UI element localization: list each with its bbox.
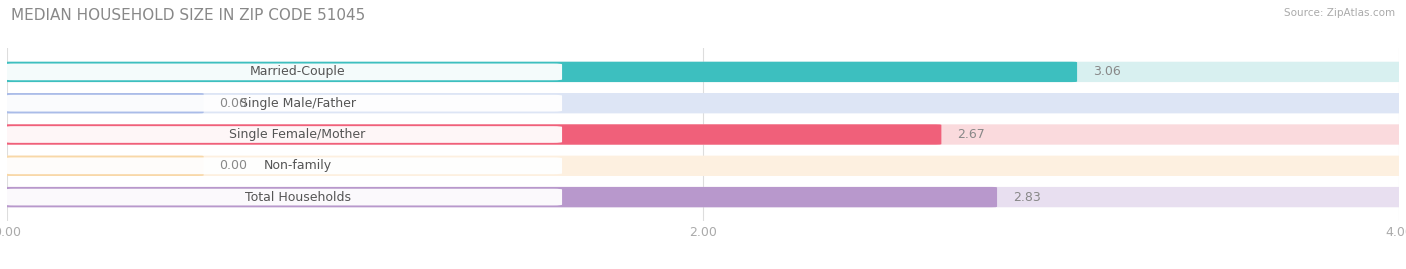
FancyBboxPatch shape: [1, 62, 1077, 82]
FancyBboxPatch shape: [6, 157, 562, 174]
FancyBboxPatch shape: [1, 62, 1405, 82]
Text: 3.06: 3.06: [1092, 65, 1121, 78]
Text: MEDIAN HOUSEHOLD SIZE IN ZIP CODE 51045: MEDIAN HOUSEHOLD SIZE IN ZIP CODE 51045: [11, 8, 366, 23]
Text: 0.00: 0.00: [219, 97, 247, 110]
Text: Total Households: Total Households: [245, 191, 350, 204]
Text: Married-Couple: Married-Couple: [250, 65, 346, 78]
FancyBboxPatch shape: [6, 95, 562, 112]
Text: 0.00: 0.00: [219, 159, 247, 172]
FancyBboxPatch shape: [1, 93, 1405, 113]
FancyBboxPatch shape: [6, 189, 562, 206]
Text: Single Female/Mother: Single Female/Mother: [229, 128, 366, 141]
Text: Single Male/Father: Single Male/Father: [239, 97, 356, 110]
Text: Source: ZipAtlas.com: Source: ZipAtlas.com: [1284, 8, 1395, 18]
FancyBboxPatch shape: [1, 156, 1405, 176]
Text: 2.83: 2.83: [1012, 191, 1040, 204]
FancyBboxPatch shape: [1, 93, 204, 113]
FancyBboxPatch shape: [1, 187, 997, 207]
FancyBboxPatch shape: [6, 126, 562, 143]
FancyBboxPatch shape: [1, 187, 1405, 207]
FancyBboxPatch shape: [1, 124, 1405, 145]
FancyBboxPatch shape: [1, 156, 204, 176]
Text: 2.67: 2.67: [957, 128, 984, 141]
FancyBboxPatch shape: [1, 124, 942, 145]
Text: Non-family: Non-family: [263, 159, 332, 172]
FancyBboxPatch shape: [6, 63, 562, 80]
